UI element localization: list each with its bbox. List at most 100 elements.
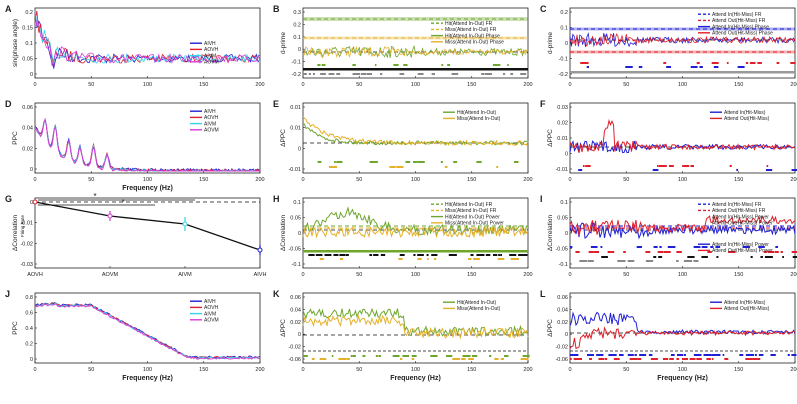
sig-mark: [634, 354, 637, 356]
y-tick-label: 0.1: [560, 26, 568, 32]
plot-frame: [34, 197, 261, 269]
y-tick-label: -0.05: [555, 247, 568, 253]
legend-entry: Attend Out(Hit-Miss): [724, 116, 770, 122]
panel-l: L 0 50 100 150 200 0.06 0.04 0.02 0 -0.02 -0.06 ΔPPC…: [540, 289, 797, 382]
y-tick-label: 0.02: [557, 121, 568, 127]
y-tick-label: 0: [565, 231, 568, 237]
sig-mark: [320, 73, 326, 75]
x-tick-label: 50: [623, 367, 629, 373]
legend-entry: Attend Out(Hit-Miss) FR: [712, 208, 766, 214]
plot-frame: [34, 292, 261, 364]
sig-mark: [378, 355, 382, 357]
sig-mark: [369, 161, 378, 163]
x-tick-label: 100: [678, 82, 687, 88]
sig-mark: [580, 62, 589, 64]
x-tick-label: 0: [33, 367, 36, 373]
sig-mark: [333, 254, 339, 256]
y-axis-label: ΔCorrelation: [12, 215, 19, 252]
sig-mark: [502, 73, 506, 75]
sig-mark: [374, 64, 377, 66]
series-line: [34, 302, 261, 359]
y-tick-label: 0.6: [25, 311, 33, 317]
series-line: [34, 119, 260, 172]
sig-mark: [745, 354, 754, 356]
sig-mark: [699, 66, 703, 68]
sig-mark: [470, 254, 474, 256]
x-tick-label: 50: [356, 82, 362, 88]
panel-h: H 0 50 100 150 200 0.1 0.05 0 -0.05 -0.1 ΔCorrelati…: [273, 194, 533, 278]
sig-mark: [509, 254, 517, 256]
sig-mark: [500, 358, 504, 360]
sig-mark: [467, 258, 472, 260]
data-point: [257, 247, 263, 253]
sig-mark: [403, 64, 408, 66]
legend-entry: AOVM: [204, 128, 219, 134]
y-tick-label: 0.02: [557, 320, 568, 326]
sig-mark: [613, 358, 620, 360]
y-axis-label: ΔPPC: [280, 129, 287, 147]
legend-entry: Attend In(Hit-Miss): [724, 300, 766, 306]
sig-mark: [471, 355, 478, 357]
x-tick-label: 150: [199, 367, 208, 373]
y-tick-label: 0.01: [290, 126, 301, 132]
sig-mark: [396, 166, 404, 168]
sig-mark: [758, 354, 764, 356]
x-tick-label: 50: [88, 367, 94, 373]
legend-entry: AIVH: [204, 299, 216, 305]
panel-b: B 0 50 100 150 200 0.3 0.2 0.1 0 -0.1 -0.2 d-prime Hi…: [273, 4, 533, 88]
sig-mark: [701, 246, 708, 248]
sig-mark: [745, 358, 753, 360]
sig-mark: [324, 254, 332, 256]
y-tick-label: -0.02: [555, 345, 568, 351]
legend-entry: AIVM: [204, 311, 216, 317]
x-tick-label: 150: [467, 272, 476, 278]
sig-mark: [303, 73, 307, 75]
sig-mark: [645, 251, 651, 253]
sig-mark: [676, 251, 682, 253]
x-tick-label: 150: [734, 367, 743, 373]
sig-mark: [369, 254, 373, 256]
sig-mark: [638, 66, 643, 68]
sig-mark: [625, 66, 633, 68]
y-axis-label: ΔPPC: [547, 319, 554, 337]
sig-mark: [598, 358, 605, 360]
y-tick-label: 0: [565, 152, 568, 158]
legend-entry: Hit(Attend In-Out): [457, 300, 497, 306]
sig-mark: [507, 64, 509, 66]
x-tick-label: 100: [678, 272, 687, 278]
y-tick-label: -0.1: [559, 262, 568, 268]
sig-mark: [770, 354, 776, 356]
x-tick-label: 0: [301, 177, 304, 183]
sig-mark: [693, 354, 702, 356]
sig-mark: [522, 355, 530, 357]
sig-mark: [716, 256, 719, 258]
sig-mark: [693, 260, 699, 262]
sig-mark: [724, 358, 729, 360]
y-tick-label: 0.01: [557, 136, 568, 142]
sig-mark: [489, 355, 492, 357]
sig-mark: [497, 258, 505, 260]
y-tick-label: -0.2: [559, 72, 568, 78]
sig-mark: [504, 355, 509, 357]
series-line: [34, 117, 261, 172]
sig-mark: [681, 358, 688, 360]
y-tick-label: 0: [298, 47, 301, 53]
panel-i: I 0 50 100 150 200 0.1 0.05 0 -0.05 -0.1 ΔCorrelati…: [540, 194, 797, 278]
sig-mark: [375, 355, 378, 357]
legend-entry: Hit(Attend In-Out) Phase: [445, 33, 500, 39]
legend-entry: Miss(Attend In-Out) FR: [445, 208, 497, 214]
sig-mark: [339, 258, 344, 260]
x-tick-label: 200: [255, 177, 264, 183]
x-tick-label: AOVM: [102, 272, 119, 278]
x-tick-label: 100: [678, 367, 687, 373]
legend-entry: Attend In(Hit-Miss): [724, 110, 766, 116]
sig-mark: [787, 354, 790, 356]
sig-mark: [413, 161, 418, 163]
sig-mark: [782, 256, 784, 258]
sig-mark: [308, 73, 311, 75]
x-tick-label: 150: [199, 82, 208, 88]
x-tick-label: 0: [568, 177, 571, 183]
y-axis-label: PPC: [12, 321, 19, 335]
panel-c: C 0 50 100 150 200 0.2 0.1 0 -0.1 -0.2 d-prime Atten…: [540, 4, 797, 88]
sig-mark: [711, 358, 714, 360]
